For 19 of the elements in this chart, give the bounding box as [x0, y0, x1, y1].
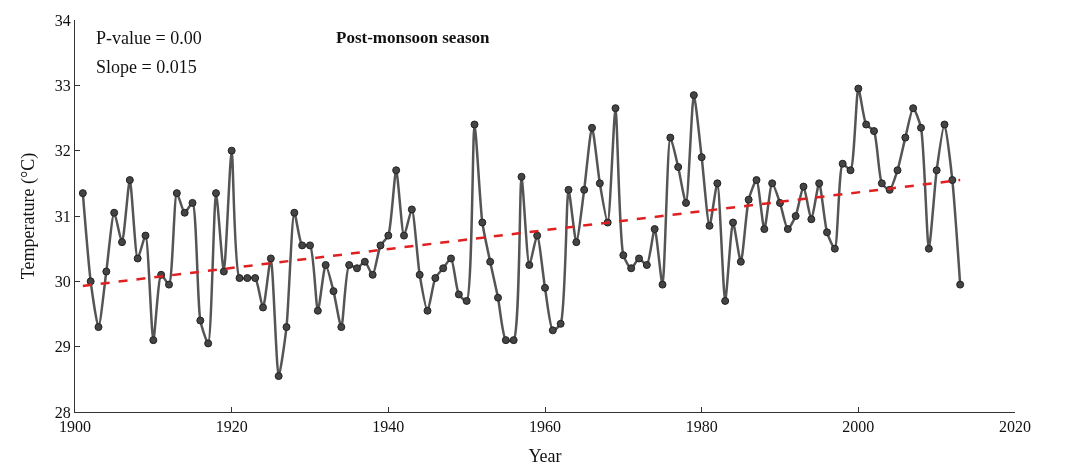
y-tick-label: 32 [54, 142, 71, 160]
y-tick-label: 30 [54, 272, 71, 290]
text: Post-monsoon season [336, 28, 491, 47]
x-tick-label: 1980 [685, 418, 718, 436]
y-tick-label: 31 [54, 207, 71, 225]
y-tick-label: 29 [54, 338, 71, 356]
x-tick-label: 1960 [529, 418, 561, 436]
y-tick-label: 34 [54, 11, 71, 29]
x-tick-label: 2000 [842, 418, 875, 436]
x-tick-label: 1900 [59, 418, 91, 436]
x-tick-label: 2020 [999, 418, 1031, 436]
x-axis-title: Year [528, 446, 562, 467]
y-tick-label: 28 [54, 403, 71, 421]
annotation: P-value = 0.00 [96, 28, 202, 48]
x-tick-label: 1920 [215, 418, 248, 436]
x-tick-label: 1940 [372, 418, 405, 436]
y-tick-label: 33 [54, 76, 71, 94]
y-axis-title: Temperature (°C) [18, 152, 39, 280]
annotation: Slope = 0.015 [96, 57, 197, 77]
